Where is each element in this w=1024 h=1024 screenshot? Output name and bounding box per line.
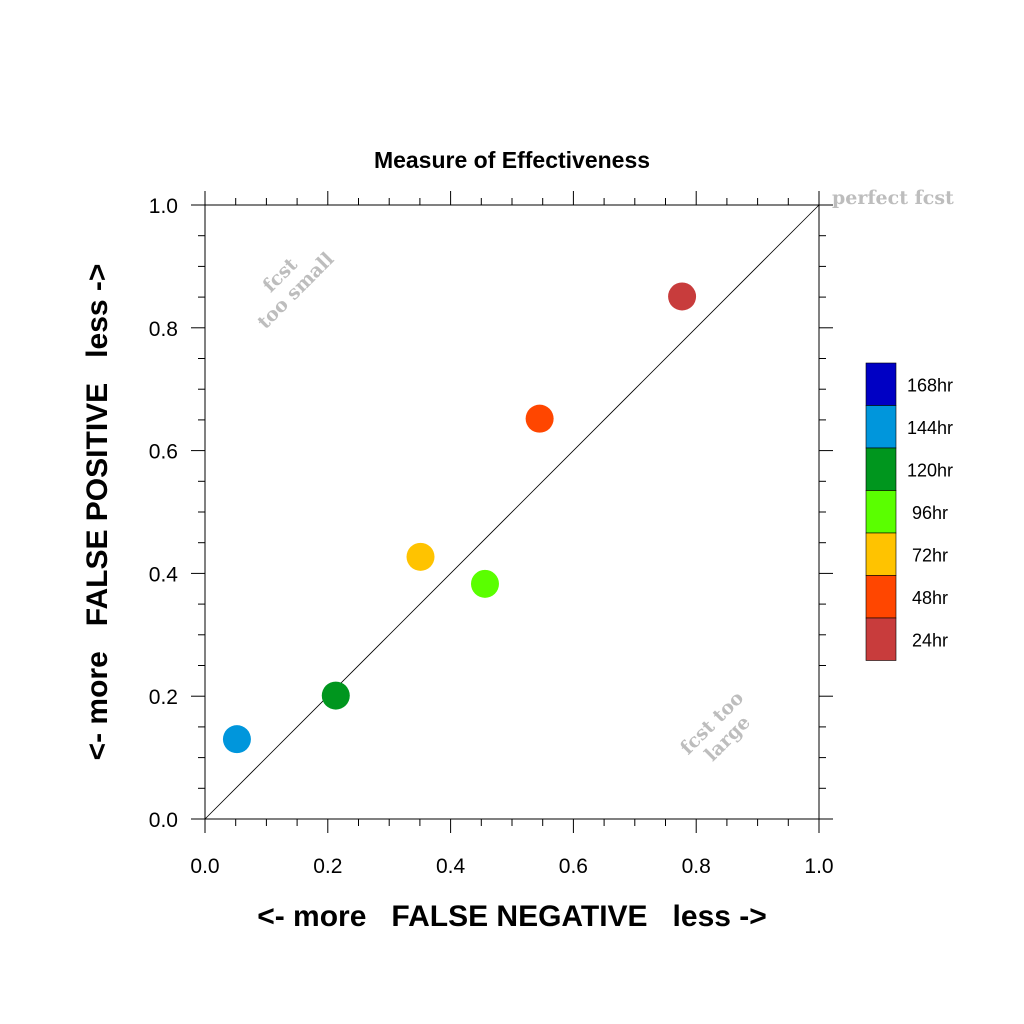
x-axis-label: <- more FALSE NEGATIVE less -> bbox=[257, 900, 767, 933]
x-tick-label: 0.0 bbox=[190, 855, 219, 878]
legend-swatch-96hr bbox=[865, 490, 897, 534]
perfect-forecast-line bbox=[204, 204, 820, 820]
legend-swatch-72hr bbox=[865, 532, 897, 576]
data-point-48hr bbox=[525, 404, 554, 433]
legend-label-144hr: 144hr bbox=[907, 418, 953, 438]
axis-tick-labels: 0.0 0.2 0.4 0.6 0.8 1.0 0.0 0.2 0.4 0.6 0.8 1.0 bbox=[149, 195, 834, 878]
legend: 168hr 144hr 120hr 96hr 72hr 48hr 24hr bbox=[865, 362, 953, 661]
legend-label-120hr: 120hr bbox=[907, 460, 953, 480]
legend-label-96hr: 96hr bbox=[912, 503, 948, 523]
y-tick-label: 1.0 bbox=[149, 195, 178, 218]
x-tick-label: 0.6 bbox=[559, 855, 588, 878]
axis-ticks bbox=[191, 191, 833, 833]
annotation-too-small-line2: too small bbox=[253, 248, 338, 333]
x-tick-label: 0.8 bbox=[682, 855, 711, 878]
annotation-fcst-too-small: fcst too small bbox=[253, 248, 338, 333]
y-tick-label: 0.2 bbox=[149, 686, 178, 709]
legend-swatch-48hr bbox=[865, 575, 897, 619]
annotation-fcst-too-large: fcst too large bbox=[676, 687, 755, 766]
legend-label-72hr: 72hr bbox=[912, 545, 948, 565]
y-tick-label: 0.6 bbox=[149, 441, 178, 464]
data-point-24hr bbox=[668, 282, 697, 311]
data-points bbox=[222, 282, 697, 754]
data-point-96hr bbox=[470, 569, 499, 598]
x-tick-label: 1.0 bbox=[804, 855, 833, 878]
plot-frame bbox=[204, 204, 820, 820]
legend-swatch-168hr bbox=[865, 362, 897, 406]
legend-label-168hr: 168hr bbox=[907, 375, 953, 395]
y-tick-label: 0.4 bbox=[149, 563, 179, 586]
annotation-perfect-fcst: perfect fcst bbox=[832, 187, 954, 209]
data-point-72hr bbox=[406, 542, 435, 571]
data-point-144hr bbox=[222, 725, 251, 754]
x-tick-label: 0.4 bbox=[436, 855, 466, 878]
y-tick-label: 0.8 bbox=[149, 318, 178, 341]
y-axis-label: <- more FALSE POSITIVE less -> bbox=[81, 264, 114, 761]
legend-label-48hr: 48hr bbox=[912, 588, 948, 608]
data-point-120hr bbox=[321, 681, 350, 710]
legend-swatch-144hr bbox=[865, 405, 897, 449]
y-tick-label: 0.0 bbox=[149, 809, 178, 832]
legend-swatch-24hr bbox=[865, 617, 897, 661]
legend-swatch-120hr bbox=[865, 447, 897, 491]
chart-title: Measure of Effectiveness bbox=[374, 147, 650, 173]
legend-label-24hr: 24hr bbox=[912, 630, 948, 650]
x-tick-label: 0.2 bbox=[313, 855, 342, 878]
